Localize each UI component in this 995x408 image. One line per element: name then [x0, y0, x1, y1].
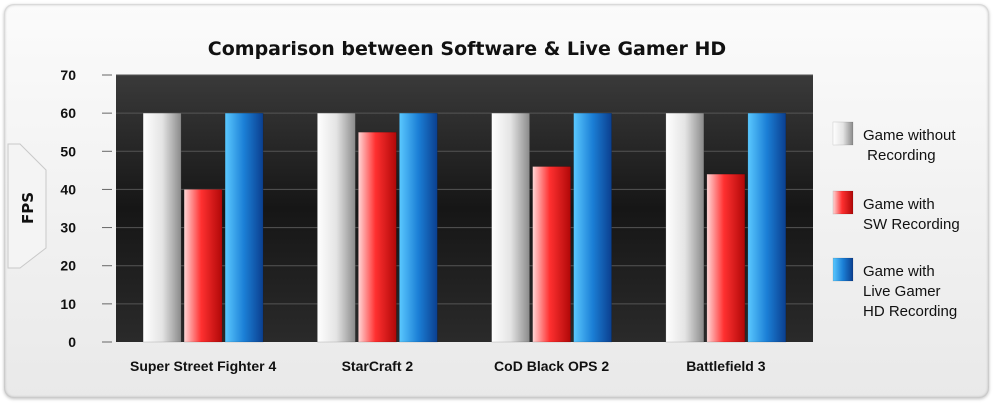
- bar: [665, 112, 705, 343]
- legend-label: Game with SW Recording: [863, 196, 960, 233]
- x-category-label: CoD Black OPS 2: [494, 358, 609, 374]
- bar: [532, 166, 571, 343]
- ylabel-tab: [7, 143, 47, 269]
- x-axis: Super Street Fighter 4 StarCraft 2 CoD Bla…: [130, 358, 766, 374]
- y-tick-label: 0: [68, 334, 76, 350]
- y-tick-label: 50: [60, 143, 76, 159]
- bar: [573, 112, 612, 343]
- bar: [491, 112, 530, 343]
- y-tick-label: 70: [60, 67, 76, 83]
- x-category-label: StarCraft 2: [342, 358, 414, 374]
- legend-swatch: [832, 121, 854, 146]
- bar: [747, 112, 787, 343]
- bar: [317, 112, 356, 343]
- x-category-label: Super Street Fighter 4: [130, 358, 276, 374]
- y-tick-label: 60: [60, 105, 76, 121]
- bar: [399, 112, 438, 343]
- chart-title: Comparison between Software & Live Gamer…: [208, 38, 726, 60]
- y-axis: 0 10 20 30 40 50 60 70: [60, 67, 112, 350]
- bar: [142, 112, 182, 343]
- legend-label: Game with Live Gamer HD Recording: [863, 263, 957, 320]
- bars: [142, 112, 787, 343]
- y-axis-label: FPS: [19, 192, 37, 224]
- bar: [706, 173, 746, 343]
- y-tick-label: 40: [60, 181, 76, 197]
- y-tick-label: 20: [60, 258, 76, 274]
- chart-card: FPS Comparison between Software & Live G…: [4, 4, 989, 398]
- y-tick-label: 30: [60, 220, 76, 236]
- bar: [224, 112, 264, 343]
- legend-label: Game without Recording: [863, 127, 956, 164]
- legend-swatch: [832, 190, 854, 215]
- legend-swatch: [832, 257, 854, 282]
- y-tick-label: 10: [60, 296, 76, 312]
- x-category-label: Battlefield 3: [686, 358, 766, 374]
- chart: FPS Comparison between Software & Live G…: [7, 38, 960, 374]
- bar: [183, 189, 223, 343]
- bar: [358, 131, 397, 343]
- legend: Game without Recording Game with SW Record…: [832, 121, 960, 320]
